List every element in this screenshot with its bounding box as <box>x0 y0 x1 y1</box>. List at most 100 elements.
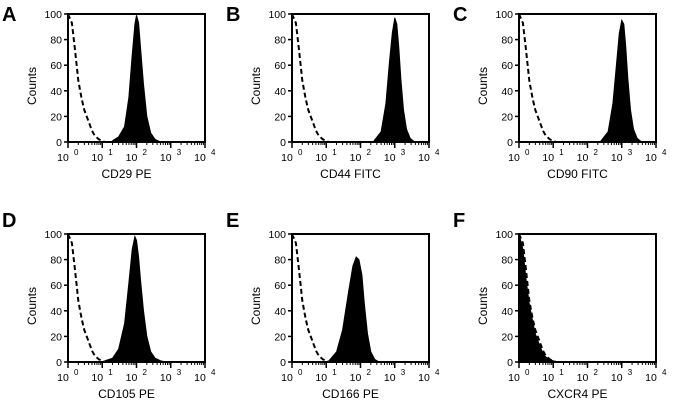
x-tick-label: 10 <box>57 372 69 384</box>
y-tick-label: 0 <box>507 357 513 369</box>
stained-histogram-fill <box>112 15 161 143</box>
plot-frame <box>518 233 657 363</box>
y-axis-label: Counts <box>476 67 490 105</box>
x-tick-label: 10 <box>418 372 430 384</box>
x-tick-exponent: 2 <box>143 368 148 377</box>
plot-frame <box>518 13 657 143</box>
x-tick-exponent: 4 <box>211 368 216 377</box>
y-tick-label: 60 <box>501 280 513 292</box>
y-axis-label: Counts <box>25 287 39 325</box>
x-tick-label: 10 <box>194 152 206 164</box>
y-tick-label: 100 <box>268 9 286 21</box>
y-tick-label: 20 <box>50 331 62 343</box>
y-axis-label: Counts <box>249 67 263 105</box>
y-tick-label: 100 <box>44 229 62 241</box>
x-tick-label: 10 <box>350 372 362 384</box>
stained-histogram-fill <box>373 17 416 143</box>
x-tick-label: 10 <box>315 372 327 384</box>
x-tick-exponent: 1 <box>559 368 564 377</box>
y-tick-label: 0 <box>507 137 513 149</box>
isotype-control-dashed-line <box>67 13 106 143</box>
isotype-control-dashed-line <box>518 13 557 143</box>
x-tick-label: 10 <box>160 372 172 384</box>
stained-histogram-fill <box>104 234 166 363</box>
y-tick-label: 100 <box>495 9 513 21</box>
x-tick-exponent: 3 <box>177 148 182 157</box>
stained-histogram-fill <box>328 256 381 363</box>
x-tick-label: 10 <box>611 372 623 384</box>
x-tick-label: 10 <box>194 372 206 384</box>
x-tick-exponent: 1 <box>332 368 337 377</box>
y-tick-label: 0 <box>280 357 286 369</box>
x-tick-exponent: 0 <box>74 368 79 377</box>
x-tick-label: 10 <box>350 152 362 164</box>
y-tick-label: 80 <box>274 255 286 267</box>
y-tick-label: 40 <box>50 306 62 318</box>
y-tick-label: 60 <box>274 280 286 292</box>
x-tick-label: 10 <box>508 152 520 164</box>
panel-letter: F <box>453 210 465 232</box>
x-tick-label: 10 <box>126 152 138 164</box>
x-tick-label: 10 <box>508 372 520 384</box>
x-tick-exponent: 1 <box>332 148 337 157</box>
y-tick-label: 80 <box>501 255 513 267</box>
x-tick-exponent: 0 <box>525 148 530 157</box>
isotype-control-dashed-line <box>291 233 330 363</box>
x-tick-label: 10 <box>577 152 589 164</box>
y-tick-label: 0 <box>280 137 286 149</box>
x-tick-exponent: 3 <box>177 368 182 377</box>
x-axis-label: CD166 PE <box>322 387 379 401</box>
x-tick-exponent: 3 <box>401 148 406 157</box>
y-tick-label: 20 <box>501 331 513 343</box>
panel-letter: D <box>2 210 16 232</box>
y-tick-label: 40 <box>274 306 286 318</box>
x-axis-label: CD90 FITC <box>547 167 608 181</box>
x-tick-exponent: 2 <box>594 368 599 377</box>
x-tick-exponent: 4 <box>211 148 216 157</box>
x-tick-label: 10 <box>91 372 103 384</box>
y-tick-label: 100 <box>268 229 286 241</box>
y-tick-label: 0 <box>56 357 62 369</box>
y-tick-label: 60 <box>50 60 62 72</box>
y-tick-label: 20 <box>274 111 286 123</box>
y-tick-label: 20 <box>501 111 513 123</box>
isotype-control-dashed-line <box>291 13 330 143</box>
x-tick-exponent: 3 <box>401 368 406 377</box>
x-tick-label: 10 <box>384 372 396 384</box>
x-tick-label: 10 <box>57 152 69 164</box>
x-tick-exponent: 0 <box>525 368 530 377</box>
plot-frame <box>291 13 430 143</box>
panel-letter: A <box>2 4 16 26</box>
y-tick-label: 80 <box>274 35 286 47</box>
x-tick-label: 10 <box>281 152 293 164</box>
x-axis-label: CXCR4 PE <box>547 387 607 401</box>
x-tick-exponent: 4 <box>435 368 440 377</box>
y-tick-label: 40 <box>501 86 513 98</box>
x-tick-label: 10 <box>542 372 554 384</box>
x-axis-label: CD29 PE <box>101 167 151 181</box>
x-tick-label: 10 <box>91 152 103 164</box>
y-axis-label: Counts <box>249 287 263 325</box>
x-tick-label: 10 <box>281 372 293 384</box>
x-tick-exponent: 4 <box>435 148 440 157</box>
x-tick-exponent: 4 <box>662 148 667 157</box>
x-tick-exponent: 2 <box>367 368 372 377</box>
x-tick-exponent: 0 <box>74 148 79 157</box>
x-tick-label: 10 <box>160 152 172 164</box>
y-tick-label: 60 <box>274 60 286 72</box>
x-tick-exponent: 4 <box>662 368 667 377</box>
y-tick-label: 60 <box>501 60 513 72</box>
y-tick-label: 20 <box>50 111 62 123</box>
y-tick-label: 100 <box>495 229 513 241</box>
y-tick-label: 0 <box>56 137 62 149</box>
x-tick-label: 10 <box>384 152 396 164</box>
x-tick-exponent: 3 <box>628 148 633 157</box>
y-tick-label: 40 <box>50 86 62 98</box>
x-tick-label: 10 <box>645 372 657 384</box>
y-tick-label: 80 <box>50 35 62 47</box>
x-tick-exponent: 0 <box>298 148 303 157</box>
y-axis-label: Counts <box>25 67 39 105</box>
